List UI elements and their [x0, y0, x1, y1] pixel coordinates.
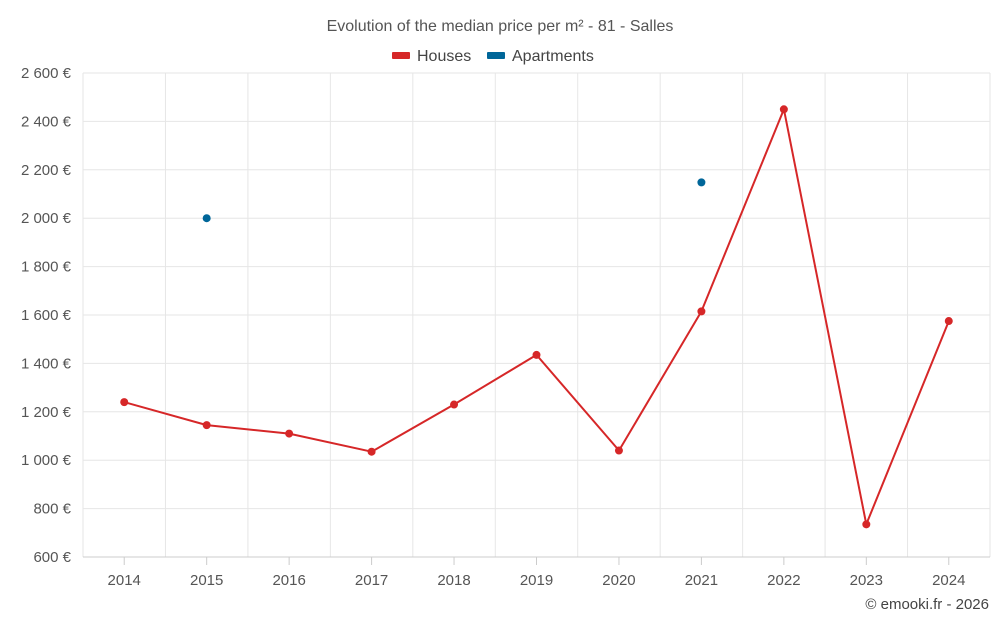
data-point-houses[interactable]	[862, 520, 871, 529]
data-point-houses[interactable]	[944, 317, 953, 326]
x-axis-ticks: 2014 2015 2016 2017 2018 2019 2020 2021 2022 2023…	[108, 557, 965, 589]
series-apartments	[202, 178, 706, 223]
y-tick-label: 2 600 €	[21, 65, 72, 82]
series	[120, 105, 953, 529]
x-tick-label: 2022	[767, 572, 800, 589]
x-tick-label: 2016	[272, 572, 305, 589]
data-point-apartments[interactable]	[697, 178, 706, 187]
y-tick-label: 2 400 €	[21, 113, 72, 130]
credit-text: © emooki.fr - 2026	[865, 596, 989, 613]
legend-label-apartments: Apartments	[512, 48, 594, 65]
data-point-apartments[interactable]	[202, 214, 211, 223]
y-tick-label: 600 €	[33, 549, 71, 566]
x-tick-label: 2014	[108, 572, 141, 589]
data-point-houses[interactable]	[285, 429, 294, 438]
x-tick-label: 2024	[932, 572, 965, 589]
y-tick-label: 1 800 €	[21, 259, 72, 276]
legend-swatch-houses	[392, 52, 410, 59]
x-tick-label: 2015	[190, 572, 223, 589]
legend-label-houses: Houses	[417, 48, 471, 65]
x-tick-label: 2019	[520, 572, 553, 589]
data-point-houses[interactable]	[202, 421, 211, 430]
data-point-houses[interactable]	[779, 105, 788, 114]
y-tick-label: 1 000 €	[21, 452, 72, 469]
x-tick-label: 2021	[685, 572, 718, 589]
data-point-houses[interactable]	[367, 447, 376, 456]
y-axis-ticks: 600 € 800 € 1 000 € 1 200 € 1 400 € 1 600 € 1 …	[21, 65, 72, 566]
data-point-houses[interactable]	[614, 446, 623, 455]
chart-title: Evolution of the median price per m² - 8…	[327, 18, 674, 35]
y-tick-label: 1 600 €	[21, 307, 72, 324]
x-tick-label: 2017	[355, 572, 388, 589]
data-point-houses[interactable]	[450, 400, 459, 409]
x-tick-label: 2023	[850, 572, 883, 589]
data-point-houses[interactable]	[532, 350, 541, 359]
grid	[82, 72, 991, 558]
y-tick-label: 1 200 €	[21, 404, 72, 421]
y-tick-label: 800 €	[33, 501, 71, 518]
y-tick-label: 1 400 €	[21, 355, 72, 372]
y-tick-label: 2 000 €	[21, 210, 72, 227]
series-houses	[120, 105, 953, 529]
legend: Houses Apartments	[392, 48, 594, 65]
legend-item-houses[interactable]: Houses	[392, 48, 471, 65]
data-point-houses[interactable]	[697, 307, 706, 316]
x-tick-label: 2018	[437, 572, 470, 589]
x-tick-label: 2020	[602, 572, 635, 589]
y-tick-label: 2 200 €	[21, 162, 72, 179]
data-point-houses[interactable]	[120, 398, 129, 407]
legend-item-apartments[interactable]: Apartments	[487, 48, 594, 65]
legend-swatch-apartments	[487, 52, 505, 59]
